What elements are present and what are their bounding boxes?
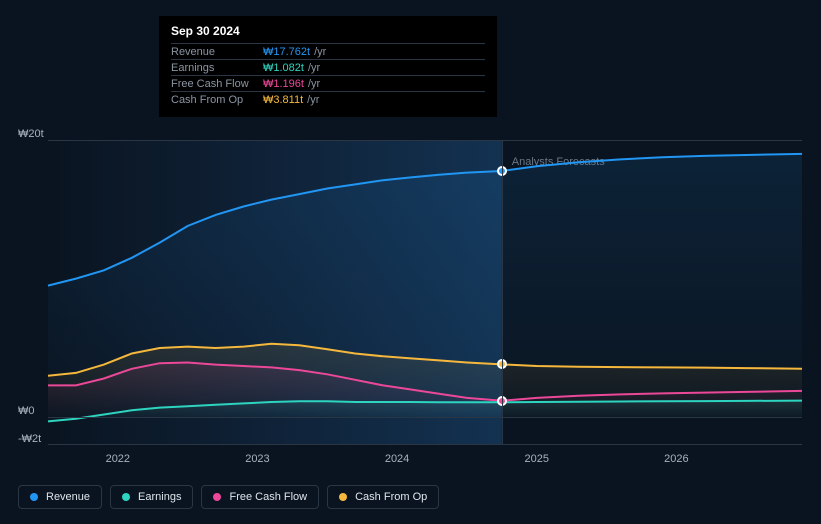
- chart-legend: Revenue Earnings Free Cash Flow Cash Fro…: [18, 485, 439, 509]
- legend-swatch-icon: [213, 493, 221, 501]
- y-axis-tick: ₩20t: [18, 128, 44, 140]
- legend-label: Earnings: [138, 491, 181, 503]
- financial-chart: Sep 30 2024 Revenue ₩17.762t /yr Earning…: [18, 0, 804, 524]
- tooltip-metric-unit: /yr: [308, 78, 320, 90]
- tooltip-metric-unit: /yr: [307, 94, 319, 106]
- legend-label: Cash From Op: [355, 491, 427, 503]
- legend-swatch-icon: [339, 493, 347, 501]
- legend-swatch-icon: [122, 493, 130, 501]
- x-axis-tick: 2022: [106, 453, 130, 465]
- tooltip-metric-value: ₩17.762t: [263, 46, 310, 58]
- y-axis-tick: -₩2t: [18, 433, 41, 445]
- tooltip-row: Free Cash Flow ₩1.196t /yr: [171, 75, 485, 91]
- tooltip-metric-label: Free Cash Flow: [171, 78, 263, 90]
- legend-label: Free Cash Flow: [229, 491, 307, 503]
- legend-item[interactable]: Free Cash Flow: [201, 485, 319, 509]
- chart-tooltip: Sep 30 2024 Revenue ₩17.762t /yr Earning…: [159, 16, 497, 117]
- legend-swatch-icon: [30, 493, 38, 501]
- tooltip-metric-value: ₩3.811t: [263, 94, 303, 106]
- legend-item[interactable]: Earnings: [110, 485, 193, 509]
- tooltip-row: Cash From Op ₩3.811t /yr: [171, 91, 485, 107]
- legend-item[interactable]: Cash From Op: [327, 485, 439, 509]
- tooltip-metric-unit: /yr: [308, 62, 320, 74]
- y-axis-tick: ₩0: [18, 405, 35, 417]
- tooltip-metric-unit: /yr: [314, 46, 326, 58]
- tooltip-row: Earnings ₩1.082t /yr: [171, 59, 485, 75]
- x-axis-tick: 2025: [524, 453, 548, 465]
- tooltip-row: Revenue ₩17.762t /yr: [171, 43, 485, 59]
- tooltip-metric-label: Revenue: [171, 46, 263, 58]
- tooltip-metric-label: Cash From Op: [171, 94, 263, 106]
- x-axis-tick: 2023: [245, 453, 269, 465]
- chart-plot-area: [48, 140, 802, 445]
- tooltip-metric-value: ₩1.196t: [263, 78, 304, 90]
- tooltip-metric-value: ₩1.082t: [263, 62, 304, 74]
- tooltip-date: Sep 30 2024: [171, 24, 485, 43]
- x-axis-tick: 2024: [385, 453, 409, 465]
- legend-label: Revenue: [46, 491, 90, 503]
- tooltip-metric-label: Earnings: [171, 62, 263, 74]
- x-axis-tick: 2026: [664, 453, 688, 465]
- legend-item[interactable]: Revenue: [18, 485, 102, 509]
